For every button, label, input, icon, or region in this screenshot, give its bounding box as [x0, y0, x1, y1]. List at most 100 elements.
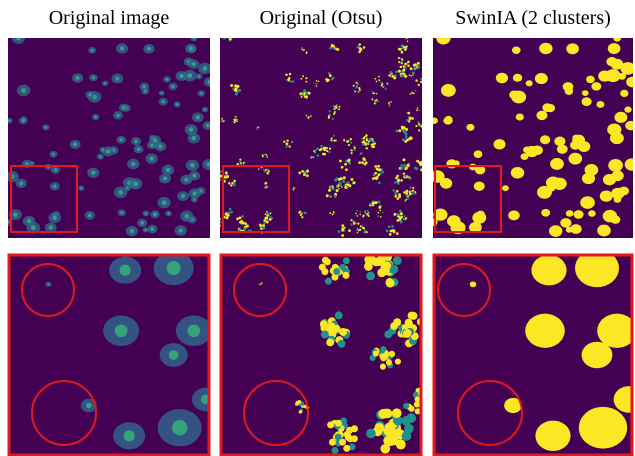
cell-mask: [608, 43, 621, 54]
cell-speck: [263, 222, 266, 225]
cell-core: [153, 138, 157, 142]
cell-speck: [359, 214, 361, 216]
cell-speck: [341, 234, 344, 237]
cell-speck: [233, 34, 236, 37]
cell-speck: [404, 46, 407, 49]
cell-speck: [234, 122, 236, 124]
cell-mask: [516, 113, 524, 120]
cell-speck: [415, 90, 417, 92]
cell-speck: [365, 161, 368, 164]
cell-speck: [414, 193, 416, 195]
cell-core: [189, 127, 194, 132]
cell-core: [163, 176, 167, 180]
cell-speck: [230, 211, 233, 214]
cell-speck: [329, 110, 331, 112]
cell-speck: [390, 101, 392, 103]
cell-speck: [358, 87, 360, 89]
cell-speck: [329, 114, 331, 116]
cell-speck: [301, 94, 303, 96]
cell-speck: [289, 73, 291, 75]
cell-speck: [402, 158, 405, 161]
cell-speck: [403, 403, 409, 409]
cell-core: [159, 145, 163, 149]
image-panel: [220, 251, 434, 456]
cell-speck: [266, 185, 268, 187]
cell-speck: [292, 80, 294, 82]
cell-speck: [329, 185, 332, 188]
cell-speck: [396, 130, 399, 133]
cell-speck: [345, 168, 348, 171]
cell-speck: [285, 145, 287, 147]
cell-mask: [542, 103, 552, 112]
cell-core: [106, 149, 110, 153]
cell-speck: [264, 217, 267, 220]
cell-speck: [393, 256, 402, 265]
cell-speck: [363, 140, 366, 143]
cell-speck: [298, 172, 301, 175]
cell-mask: [440, 178, 452, 189]
cell-speck: [335, 48, 338, 51]
cell-mask: [557, 145, 568, 154]
cell-speck: [228, 182, 230, 184]
cell-speck: [375, 178, 378, 181]
cell-speck: [377, 165, 380, 168]
cell-speck: [347, 140, 349, 142]
cell-speck: [405, 321, 413, 329]
cell-speck: [270, 213, 272, 215]
cell-speck: [416, 110, 418, 112]
cell-mask: [431, 117, 438, 123]
cell-speck: [326, 194, 329, 197]
cell-speck: [374, 172, 377, 175]
cell-speck: [397, 213, 400, 216]
cell-speck: [327, 421, 334, 428]
cell-speck: [226, 214, 229, 217]
cell-mask: [597, 225, 611, 237]
cell-core: [52, 153, 55, 156]
cell-speck: [384, 423, 394, 433]
cell-speck: [335, 420, 342, 427]
cell-speck: [359, 211, 361, 213]
cell-speck: [398, 48, 401, 51]
cell-speck: [303, 91, 305, 93]
cell-speck: [406, 199, 408, 201]
cell-speck: [328, 151, 330, 153]
cell-core: [88, 214, 92, 218]
cell-mask: [474, 150, 483, 158]
cell-speck: [230, 84, 233, 87]
cell-speck: [287, 78, 289, 80]
cell-core: [207, 162, 212, 167]
cell-speck: [307, 117, 309, 119]
cell-speck: [403, 164, 406, 167]
cell-core: [184, 214, 189, 219]
cell-core: [13, 212, 18, 217]
cell-speck: [258, 168, 260, 170]
cell-core: [124, 430, 135, 441]
image-background: [433, 38, 633, 238]
cell-speck: [386, 83, 388, 85]
cell-speck: [348, 162, 351, 165]
cell-speck: [374, 92, 376, 94]
cell-core: [8, 120, 10, 122]
cell-speck: [403, 219, 405, 221]
cell-speck: [338, 108, 340, 110]
cell-speck: [394, 181, 397, 184]
cell-mask: [446, 159, 457, 168]
cell-speck: [378, 215, 380, 217]
cell-speck: [410, 67, 413, 70]
cell-mask: [531, 255, 566, 285]
cell-speck: [314, 150, 316, 152]
cell-speck: [236, 120, 238, 122]
cell-speck: [331, 137, 333, 139]
cell-mask: [585, 164, 599, 176]
cell-speck: [365, 134, 368, 137]
cell-mask: [614, 112, 627, 123]
cell-core: [145, 212, 147, 214]
cell-speck: [220, 221, 222, 223]
cell-speck: [401, 167, 404, 170]
cell-speck: [403, 65, 406, 68]
cell-speck: [410, 187, 412, 189]
cell-mask: [526, 80, 533, 86]
cell-speck: [358, 51, 361, 54]
cell-speck: [402, 138, 405, 141]
cell-mask: [512, 47, 521, 54]
